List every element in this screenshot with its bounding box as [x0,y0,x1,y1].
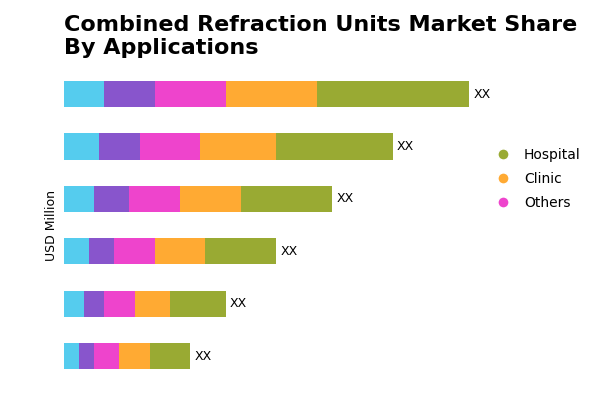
Bar [99,134,140,160]
Text: XX: XX [230,297,247,310]
Bar [94,343,119,369]
Text: XX: XX [397,140,415,153]
Bar [114,238,155,264]
Bar [64,238,89,264]
Bar [226,81,317,107]
Text: XX: XX [336,192,353,206]
Bar [130,186,180,212]
Bar [241,186,332,212]
Bar [104,81,155,107]
Bar [155,238,205,264]
Bar [64,291,84,317]
Bar [89,238,114,264]
Bar [64,134,99,160]
Legend: Hospital, Clinic, Others: Hospital, Clinic, Others [484,142,586,215]
Bar [94,186,130,212]
Bar [140,134,200,160]
Bar [64,81,104,107]
Bar [277,134,393,160]
Bar [200,134,277,160]
Text: Combined Refraction Units Market Share
By Applications: Combined Refraction Units Market Share B… [64,15,577,58]
Text: XX: XX [473,88,490,101]
Bar [205,238,277,264]
Bar [119,343,150,369]
Bar [180,186,241,212]
Bar [79,343,94,369]
Bar [155,81,226,107]
Bar [134,291,170,317]
Bar [170,291,226,317]
Bar [150,343,190,369]
Bar [64,343,79,369]
Bar [104,291,134,317]
Bar [317,81,469,107]
Text: XX: XX [194,350,212,363]
Y-axis label: USD Million: USD Million [45,190,58,261]
Bar [64,186,94,212]
Bar [84,291,104,317]
Text: XX: XX [281,245,298,258]
